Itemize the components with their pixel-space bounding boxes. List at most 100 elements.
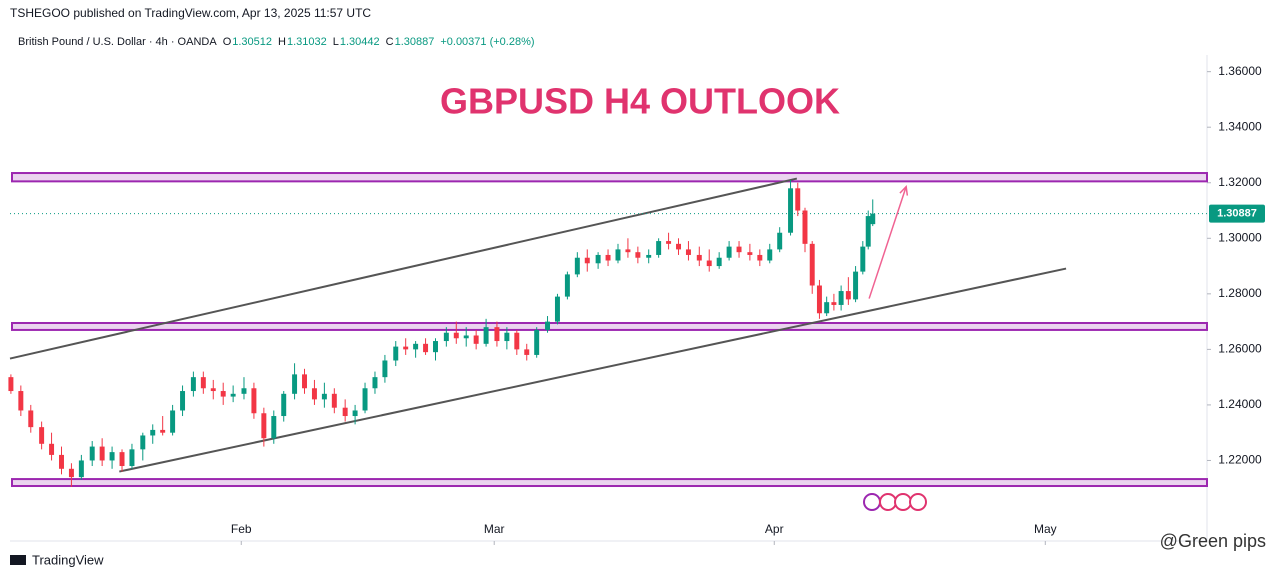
icon: [909, 493, 927, 511]
y-tick-label: 1.26000: [1218, 342, 1262, 356]
candle-body: [473, 335, 479, 344]
candle-body: [824, 302, 830, 314]
y-tick-label: 1.32000: [1218, 175, 1262, 189]
icon: [894, 493, 912, 511]
candle-body: [311, 388, 317, 400]
candle-body: [483, 327, 489, 344]
candle-body: [150, 429, 156, 436]
candle-body: [89, 446, 95, 461]
zone: [11, 478, 1208, 488]
brand-logo: [10, 555, 26, 565]
candle-body: [656, 241, 662, 255]
y-tick-label: 1.22000: [1218, 453, 1262, 467]
candle-body: [706, 260, 712, 267]
candle-body: [809, 243, 815, 286]
candle-body: [109, 452, 115, 461]
icon: [863, 493, 881, 511]
candle-body: [362, 388, 368, 411]
candle-body: [78, 460, 84, 478]
x-tick-label: Mar: [484, 522, 505, 536]
candle-body: [302, 374, 307, 389]
ohlc-value: 1.30442: [340, 36, 380, 48]
trendline: [119, 267, 1067, 473]
candle-body: [853, 271, 859, 300]
ohlc-value: 1.30512: [232, 36, 272, 48]
candle-body: [777, 232, 783, 250]
candle-body: [281, 393, 287, 417]
news-icons: [863, 493, 927, 511]
candle-body: [816, 285, 822, 314]
candle-body: [28, 410, 34, 428]
candle-body: [271, 416, 277, 439]
candle-body: [802, 210, 808, 244]
candle-body: [413, 343, 419, 350]
candle-body: [635, 252, 641, 258]
chart-title: GBPUSD H4 OUTLOOK: [440, 81, 840, 122]
ohlc-key: H: [278, 36, 286, 48]
candle-body: [788, 188, 794, 233]
candle-body: [767, 249, 773, 261]
candle-body: [49, 443, 55, 455]
candle-body: [393, 346, 399, 361]
candle-body: [382, 360, 388, 378]
candle-body: [241, 388, 247, 394]
candle-body: [160, 429, 166, 433]
ohlc-key: C: [386, 36, 394, 48]
candle-body: [230, 393, 236, 397]
x-tick-label: Feb: [231, 522, 252, 536]
candle-body: [8, 377, 14, 392]
candle-body: [321, 393, 327, 400]
candle-body: [59, 454, 64, 469]
candle-body: [795, 188, 801, 211]
y-tick-label: 1.36000: [1218, 64, 1262, 78]
candle-body: [180, 391, 186, 411]
last-price-label: 1.30887: [1217, 208, 1257, 220]
candle-body: [584, 257, 590, 264]
last-price-box: [1209, 204, 1265, 223]
candle-body: [433, 341, 438, 353]
candle-body: [99, 446, 105, 461]
candle-body: [39, 427, 45, 444]
candle-body: [463, 335, 469, 339]
candle-body: [140, 435, 146, 450]
candle-body: [251, 388, 257, 414]
candle-body: [685, 249, 691, 255]
icon: [879, 493, 897, 511]
candle-body: [870, 213, 876, 225]
candle-body: [747, 252, 753, 255]
ohlc-key: L: [333, 36, 339, 48]
candle-body: [696, 254, 702, 261]
trendline: [9, 177, 798, 360]
candle-body: [342, 407, 348, 417]
candle-body: [18, 391, 24, 411]
candle-body: [676, 243, 681, 250]
candle-body: [838, 291, 844, 305]
candle-body: [757, 254, 763, 261]
y-tick-label: 1.34000: [1218, 119, 1262, 133]
candle-body: [210, 388, 216, 392]
brand: TradingView: [32, 552, 104, 567]
candle-body: [261, 413, 267, 439]
candle-body: [453, 332, 459, 339]
candle-body: [292, 374, 298, 394]
candle-body: [200, 377, 206, 389]
candle-body: [534, 329, 540, 355]
candle-body: [403, 346, 409, 350]
candle-body: [860, 246, 866, 272]
arrow-head: [899, 184, 909, 196]
candle-body: [646, 254, 652, 258]
candle-body: [615, 249, 621, 261]
candle-body: [524, 349, 530, 355]
candle-body: [352, 410, 358, 417]
candle-body: [170, 410, 176, 433]
candle-body: [666, 241, 672, 244]
candle-body: [220, 391, 226, 397]
candle-body: [564, 274, 570, 297]
candle-body: [423, 343, 429, 353]
publisher: TSHEGOO published on TradingView.com, Ap…: [10, 6, 371, 20]
candle-body: [190, 377, 196, 392]
candle-body: [554, 296, 560, 322]
arrow: [868, 186, 907, 299]
